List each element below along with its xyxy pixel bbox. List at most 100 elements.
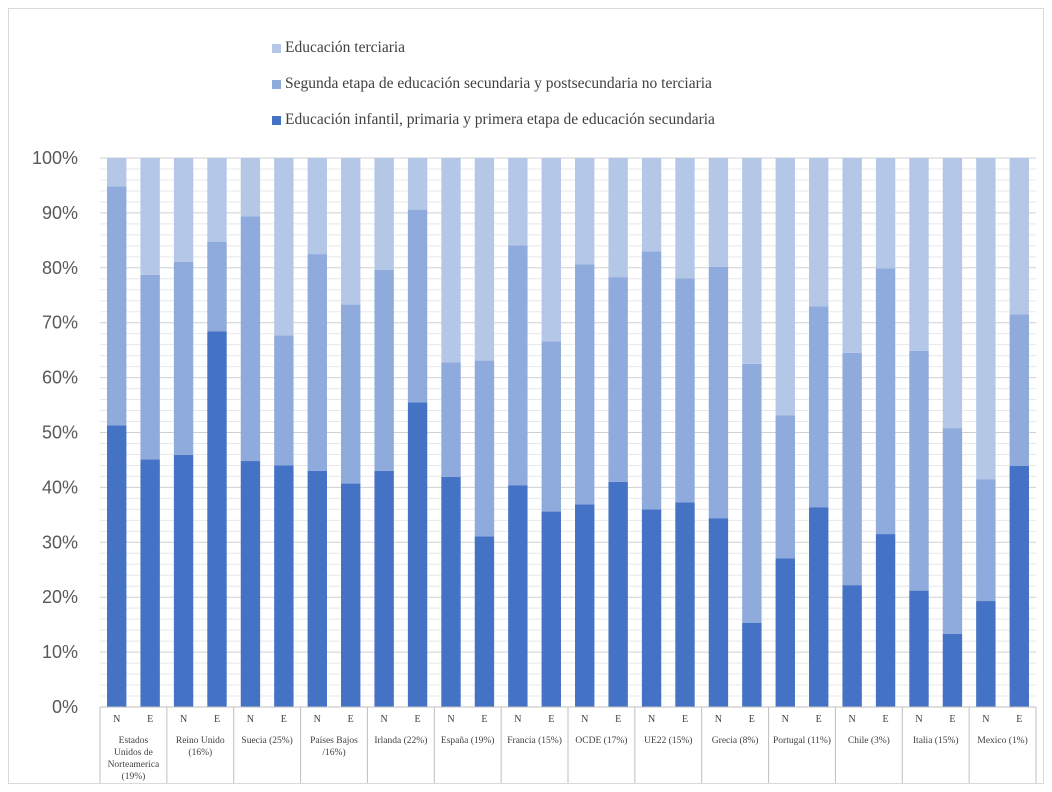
legend-swatch-primaria <box>272 115 281 125</box>
x-sub-label: N <box>381 714 388 725</box>
bar-segment-primaria <box>675 502 695 707</box>
bar-segment-secundaria <box>708 266 729 519</box>
legend-item-terciaria: Educación terciaria <box>272 30 715 66</box>
x-sub-label: E <box>682 714 688 725</box>
bar-segment-secundaria <box>207 241 227 332</box>
x-group-label: Reino Unido <box>176 736 225 746</box>
gridlines <box>100 157 1036 708</box>
x-sub-label: N <box>648 714 655 725</box>
bar-segment-secundaria <box>842 352 862 586</box>
bar-segment-secundaria <box>407 209 428 403</box>
legend-item-secundaria: Segunda etapa de educación secundaria y … <box>272 66 715 102</box>
x-sub-label: N <box>915 714 922 725</box>
x-sub-label: E <box>147 714 153 725</box>
legend-item-primaria: Educación infantil, primaria y primera e… <box>272 102 715 138</box>
x-sub-label: E <box>548 714 554 725</box>
x-group-label: Francia (15%) <box>507 735 562 746</box>
bar-segment-primaria <box>909 590 929 707</box>
bar-segment-primaria <box>708 518 729 707</box>
bar-segment-terciaria <box>541 158 561 342</box>
bar-segment-terciaria <box>842 158 862 353</box>
bar-segment-terciaria <box>942 158 963 429</box>
bar-segment-terciaria <box>1009 158 1029 315</box>
bar-segment-secundaria <box>441 362 461 477</box>
bar-segment-secundaria <box>809 306 829 508</box>
bar-segment-secundaria <box>675 278 695 503</box>
y-tick-label: 0% <box>52 697 78 717</box>
bar-segment-secundaria <box>107 186 127 426</box>
bar-segment-primaria <box>107 425 127 707</box>
bar-segment-secundaria <box>240 216 261 462</box>
bar-segment-terciaria <box>441 158 461 363</box>
bar-segment-primaria <box>575 504 595 707</box>
x-sub-label: N <box>180 714 187 725</box>
bar-segment-primaria <box>742 623 762 707</box>
x-sub-label: N <box>314 714 321 725</box>
bar-segment-terciaria <box>407 158 428 210</box>
x-sub-label: N <box>113 714 120 725</box>
x-sub-label: N <box>982 714 989 725</box>
bar-segment-primaria <box>307 470 327 707</box>
bar-segment-primaria <box>173 455 194 707</box>
x-sub-label: N <box>782 714 789 725</box>
bar-segment-terciaria <box>708 158 729 267</box>
x-sub-label: E <box>281 714 287 725</box>
x-sub-label: E <box>1016 714 1022 725</box>
bar-segment-secundaria <box>875 268 896 535</box>
bar-segment-primaria <box>1009 465 1029 707</box>
x-group-label: España (19%) <box>441 735 495 746</box>
bar-segment-terciaria <box>274 158 294 336</box>
x-sub-label: N <box>715 714 722 725</box>
x-sub-label: N <box>581 714 588 725</box>
bar-segment-secundaria <box>608 277 628 482</box>
bar-segment-terciaria <box>341 158 361 305</box>
bar-segment-primaria <box>407 402 428 707</box>
bar-segment-terciaria <box>909 158 929 351</box>
legend-label-secundaria: Segunda etapa de educación secundaria y … <box>285 75 712 92</box>
bar-segment-terciaria <box>809 158 829 307</box>
bar-segment-secundaria <box>775 415 795 559</box>
y-tick-label: 30% <box>42 532 78 552</box>
bar-segment-secundaria <box>474 360 495 537</box>
bar-segment-terciaria <box>374 158 394 270</box>
bar-segment-secundaria <box>140 274 160 460</box>
x-group-label: UE22 (15%) <box>644 735 692 746</box>
y-tick-label: 40% <box>42 477 78 497</box>
x-sub-label: E <box>883 714 889 725</box>
x-sub-label: E <box>615 714 621 725</box>
bar-segment-secundaria <box>641 251 662 510</box>
bar-segment-primaria <box>942 633 963 707</box>
bar-segment-primaria <box>842 585 862 707</box>
bar-segment-terciaria <box>641 158 662 252</box>
x-group-label: Norteamerica <box>108 760 160 770</box>
bar-segment-primaria <box>541 511 561 707</box>
bar-segment-primaria <box>140 459 160 707</box>
bar-segment-secundaria <box>1009 314 1029 466</box>
y-tick-label: 80% <box>42 258 78 278</box>
x-group-label: Mexico (1%) <box>977 735 1027 746</box>
legend-swatch-secundaria <box>272 79 281 89</box>
bar-segment-primaria <box>207 331 227 707</box>
legend-label-primaria: Educación infantil, primaria y primera e… <box>285 111 715 128</box>
bar-segment-terciaria <box>608 158 628 278</box>
bar-segment-terciaria <box>240 158 261 217</box>
bar-segment-primaria <box>474 536 495 707</box>
y-tick-label: 70% <box>42 313 78 333</box>
x-group-label: Italia (15%) <box>913 735 959 746</box>
x-sub-label: E <box>348 714 354 725</box>
bar-segment-secundaria <box>942 428 963 634</box>
legend-label-terciaria: Educación terciaria <box>285 39 406 56</box>
bar-segment-terciaria <box>173 158 194 262</box>
bar-segment-primaria <box>374 470 394 707</box>
legend: Educación terciaria Segunda etapa de edu… <box>272 30 715 138</box>
y-tick-label: 50% <box>42 423 78 443</box>
x-sub-label: E <box>415 714 421 725</box>
bar-segment-terciaria <box>742 158 762 364</box>
bar-segment-primaria <box>240 461 261 707</box>
bar-segment-terciaria <box>508 158 528 246</box>
x-sub-label: N <box>247 714 254 725</box>
bar-segment-secundaria <box>374 269 394 471</box>
x-group-label: Portugal (11%) <box>773 735 831 746</box>
x-group-label: Chile (3%) <box>848 735 890 746</box>
